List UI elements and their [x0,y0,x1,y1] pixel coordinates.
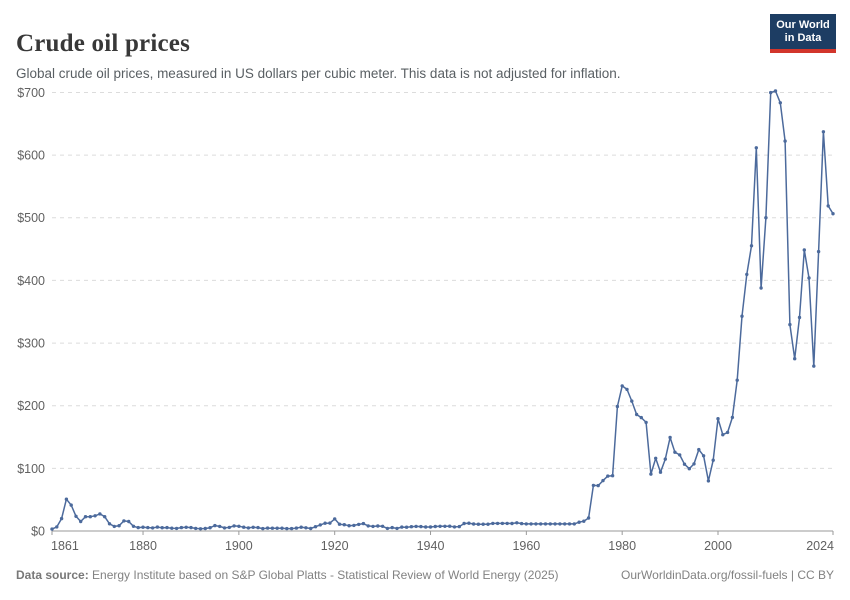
svg-text:$100: $100 [17,462,45,476]
svg-text:1880: 1880 [129,539,157,553]
svg-text:$700: $700 [17,86,45,100]
owid-cc-link[interactable]: OurWorldinData.org/fossil-fuels | CC BY [621,568,834,582]
owid-logo[interactable]: Our World in Data [770,14,836,53]
svg-text:2024: 2024 [806,539,834,553]
svg-text:$300: $300 [17,336,45,350]
svg-text:1920: 1920 [321,539,349,553]
data-source-text: Energy Institute based on S&P Global Pla… [88,568,559,582]
data-source-label: Data source: [16,568,89,582]
price-line-chart[interactable]: $0 $100 $200 $300 $400 $500 $600 $700 1861 1880 19… [0,80,850,555]
svg-text:1940: 1940 [417,539,445,553]
svg-text:$200: $200 [17,399,45,413]
svg-text:1980: 1980 [608,539,636,553]
owid-logo-line1: Our World [776,19,830,31]
svg-text:$600: $600 [17,149,45,163]
owid-logo-line2: in Data [784,32,822,44]
svg-text:2000: 2000 [704,539,732,553]
svg-text:$400: $400 [17,274,45,288]
data-source: Data source: Energy Institute based on S… [16,568,559,582]
svg-text:$0: $0 [31,524,45,538]
chart-subtitle: Global crude oil prices, measured in US … [16,65,621,81]
svg-text:1900: 1900 [225,539,253,553]
svg-text:$500: $500 [17,211,45,225]
svg-text:1861: 1861 [51,539,79,553]
svg-text:1960: 1960 [512,539,540,553]
chart-footer: Data source: Energy Institute based on S… [16,568,834,582]
chart-title: Crude oil prices [16,29,191,57]
